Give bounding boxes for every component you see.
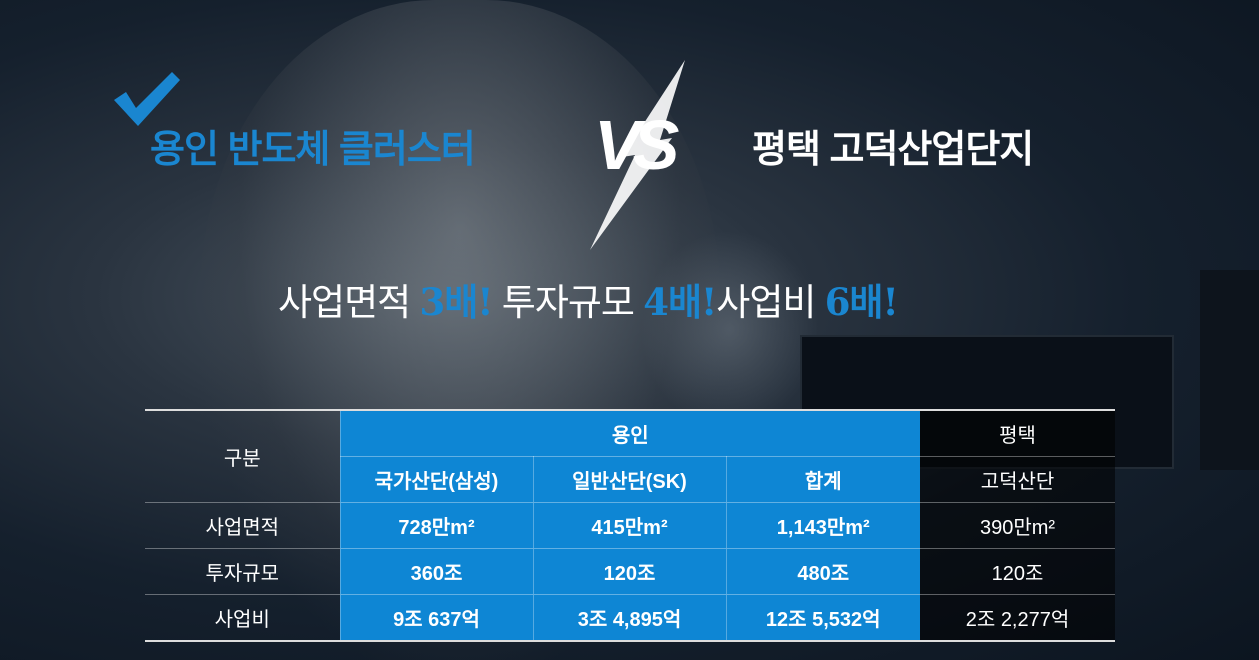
table-row: 사업비 9조 637억 3조 4,895억 12조 5,532억 2조 2,27… (145, 594, 1115, 642)
table-cell: 390만m² (920, 502, 1115, 549)
checkmark-icon (114, 72, 180, 126)
table-header-row: 구분 용인 평택 (145, 409, 1115, 503)
table-cell: 1,143만m² (725, 502, 920, 549)
header-group-yongin: 용인 (339, 409, 920, 457)
background-monitor-2 (1200, 270, 1259, 470)
headline-exclaim: ! (882, 280, 898, 324)
headline-exclaim: ! (477, 280, 493, 324)
headline-text: 투자규모 (492, 282, 644, 323)
header-group-pyeongtaek: 평택 (920, 409, 1115, 457)
table-cell: 360조 (339, 548, 533, 595)
row-label: 사업면적 (145, 502, 340, 549)
table-cell: 9조 637억 (339, 594, 533, 642)
headline: 사업면적 3배! 투자규모 4배!사업비 6배! (278, 272, 899, 326)
headline-exclaim: ! (701, 280, 717, 324)
headline-highlight: 3배 (419, 280, 478, 324)
column-header: 일반산단(SK) (532, 456, 726, 503)
table-cell: 12조 5,532억 (725, 594, 920, 642)
header-corner: 구분 (145, 409, 340, 503)
table-cell: 728만m² (339, 502, 533, 549)
column-header: 합계 (725, 456, 920, 503)
table-cell: 3조 4,895억 (532, 594, 726, 642)
table-row: 사업면적 728만m² 415만m² 1,143만m² 390만m² (145, 502, 1115, 549)
table-cell: 120조 (532, 548, 726, 595)
table-subheader-row: 국가산단(삼성) 일반산단(SK) 합계 고덕산단 (145, 456, 1115, 503)
row-label: 사업비 (145, 594, 340, 642)
comparison-table: 구분 용인 평택 국가산단(삼성) 일반산단(SK) 합계 고덕산단 사업면적 … (145, 409, 1115, 642)
column-header: 고덕산단 (920, 456, 1115, 503)
headline-text: 사업면적 (278, 282, 420, 323)
column-header: 국가산단(삼성) (339, 456, 533, 503)
lightning-icon (590, 60, 685, 250)
table-cell: 480조 (725, 548, 920, 595)
title-pyeongtaek: 평택 고덕산업단지 (752, 129, 1034, 171)
background-worker-figure-2 (640, 230, 820, 430)
table-row: 투자규모 360조 120조 480조 120조 (145, 548, 1115, 595)
headline-text: 사업비 (716, 282, 825, 323)
vs-label: VS (594, 106, 679, 184)
row-label: 투자규모 (145, 548, 340, 595)
table-cell: 2조 2,277억 (920, 594, 1115, 642)
table-cell: 415만m² (532, 502, 726, 549)
headline-highlight: 6배 (824, 280, 884, 324)
table-cell: 120조 (920, 548, 1115, 595)
title-yongin: 용인 반도체 클러스터 (150, 129, 476, 171)
headline-highlight: 4배 (643, 280, 702, 324)
